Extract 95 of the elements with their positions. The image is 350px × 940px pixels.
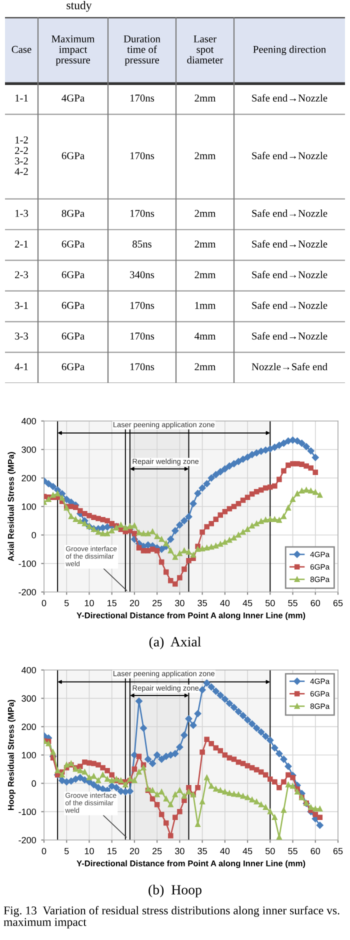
text: 2mm: [194, 240, 216, 248]
x-tick-label: 10: [84, 848, 94, 854]
text: 2mm: [194, 210, 216, 217]
category-label: Duration time of pressure: [124, 35, 160, 66]
y-tick-label: 200: [22, 724, 36, 730]
text: Safe end→Nozzle: [252, 332, 328, 340]
y-tick-label: 100: [22, 752, 36, 758]
x-tick-label: 45: [242, 600, 252, 606]
x-tick-label: 10: [84, 600, 94, 606]
x-tick-label: 30: [175, 600, 184, 606]
text: 2-1: [15, 240, 28, 248]
text: (a) Axial: [149, 636, 201, 650]
y-axis-title: Hoop Residual Stress (MPa): [8, 700, 16, 810]
y-tick-label: 200: [22, 474, 36, 482]
y-tick-label: 400: [22, 418, 36, 424]
text: 170ns: [130, 302, 154, 309]
x-axis-title: Y-Directional Distance from Point A along Inner Line (mm): [76, 860, 306, 868]
text: 2mm: [194, 94, 216, 102]
x-tick-label: 0: [42, 848, 46, 854]
text: 6GPa: [62, 363, 84, 370]
text: 8GPa: [62, 210, 84, 217]
text: Safe end→Nozzle: [252, 301, 328, 309]
text: Safe end→Nozzle: [252, 209, 328, 217]
text: 6GPa: [62, 332, 84, 340]
text: 170ns: [130, 94, 154, 102]
x-tick-label: 50: [265, 600, 275, 606]
text: 1-1: [15, 94, 28, 102]
text: 170ns: [130, 210, 154, 217]
x-tick-label: 30: [175, 848, 184, 854]
category-label: Case: [12, 46, 32, 53]
text: Safe end→Nozzle: [252, 94, 328, 102]
x-tick-label: 20: [130, 600, 140, 606]
x-tick-label: 60: [310, 848, 320, 854]
x-tick-label: 20: [130, 848, 140, 854]
text: 4mm: [194, 332, 216, 340]
y-tick-label: 0: [32, 780, 36, 787]
text: 2mm: [194, 152, 216, 160]
text: 2-3: [15, 271, 28, 278]
text: 1-2 2-2 3-2 4-2: [14, 136, 28, 175]
y-tick-label: -100: [18, 808, 36, 816]
y-tick-label: 100: [22, 503, 36, 510]
x-tick-label: 55: [288, 848, 298, 854]
text: 6GPa: [62, 152, 84, 160]
text: 170ns: [130, 152, 154, 160]
category-label: Maximum impact pressure: [52, 35, 95, 66]
y-tick-label: 300: [22, 446, 36, 453]
x-tick-label: 40: [220, 848, 230, 854]
x-tick-label: 45: [242, 848, 252, 854]
text: 85ns: [132, 240, 152, 248]
text: 1-3: [15, 210, 28, 217]
text: Safe end→Nozzle: [252, 240, 328, 248]
y-axis-title: Axial Residual Stress (MPa): [8, 452, 16, 562]
y-tick-label: 0: [32, 532, 36, 538]
x-tick-label: 40: [220, 600, 230, 606]
category-label: Laser spot diameter: [187, 35, 224, 64]
x-tick-label: 60: [310, 600, 320, 606]
text: (b) Hoop: [148, 884, 202, 898]
text: 6GPa: [62, 302, 84, 309]
x-tick-label: 50: [265, 848, 275, 854]
text: 1mm: [195, 302, 216, 309]
x-tick-label: 65: [333, 848, 343, 854]
text: 340ns: [130, 271, 154, 278]
text: 4-1: [14, 363, 28, 370]
text: Safe end→Nozzle: [252, 270, 328, 278]
x-axis-title: Y-Directional Distance from Point A along Inner Line (mm): [76, 612, 306, 620]
text: 3-1: [15, 302, 28, 309]
x-tick-label: 55: [288, 600, 298, 606]
text: 2mm: [194, 363, 216, 370]
x-tick-label: 25: [152, 848, 162, 854]
text: 3-3: [15, 332, 28, 340]
x-tick-label: 35: [198, 848, 207, 854]
text: study: [66, 1, 92, 12]
text: 4GPa: [62, 94, 84, 102]
y-tick-label: 300: [22, 695, 36, 702]
x-tick-label: 35: [198, 600, 207, 606]
category-label: Peening direction: [253, 46, 326, 56]
caption: Fig. 13 Variation of residual stress distributions along inner surface vs. maximum impact: [4, 906, 340, 928]
y-tick-label: -200: [18, 836, 36, 844]
x-tick-label: 5: [64, 848, 69, 854]
x-tick-label: 15: [108, 848, 116, 854]
y-tick-label: 400: [22, 666, 36, 674]
x-tick-label: 65: [333, 600, 343, 606]
text: 2mm: [194, 271, 216, 278]
text: 6GPa: [62, 271, 84, 278]
text: 170ns: [130, 363, 154, 370]
text: 170ns: [130, 332, 154, 340]
y-tick-label: -200: [18, 588, 36, 596]
text: 6GPa: [62, 240, 84, 248]
x-tick-label: 25: [152, 600, 162, 606]
y-tick-label: -100: [18, 560, 36, 567]
x-tick-label: 15: [108, 600, 116, 606]
x-tick-label: 5: [64, 600, 69, 606]
x-tick-label: 0: [42, 600, 46, 606]
text: Nozzle→Safe end: [252, 362, 328, 370]
text: Safe end→Nozzle: [252, 152, 328, 160]
